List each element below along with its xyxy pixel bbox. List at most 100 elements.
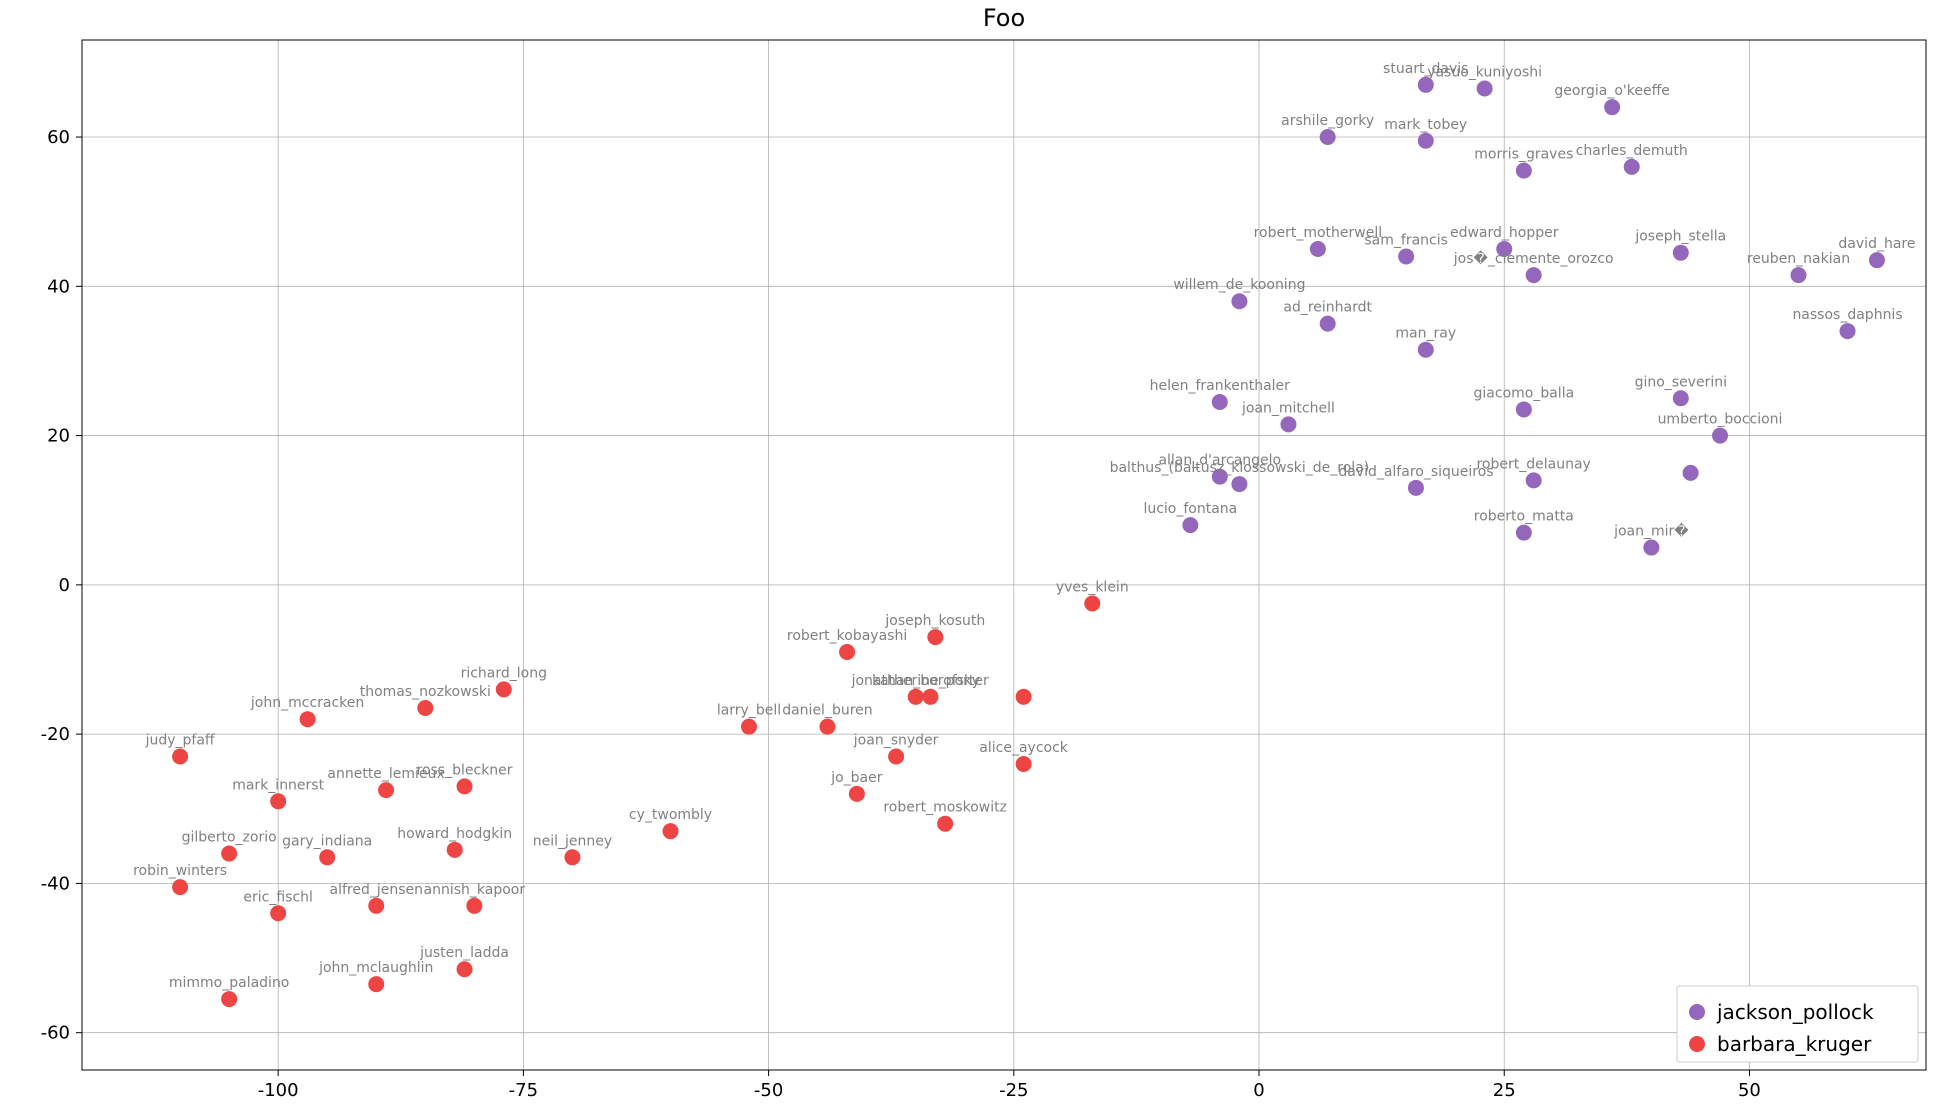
- data-point: [457, 778, 473, 794]
- data-point-label: roberto_matta: [1474, 509, 1574, 525]
- x-tick-label: -50: [754, 1080, 783, 1101]
- data-point: [1182, 517, 1198, 533]
- data-point-label: daniel_buren: [782, 703, 872, 719]
- data-point: [172, 879, 188, 895]
- data-point-label: gino_severini: [1635, 374, 1727, 390]
- scatter-chart: -100-75-50-2502550-60-40-200204060stuart…: [0, 0, 1952, 1115]
- data-point-label: alice_aycock: [979, 740, 1068, 756]
- data-point: [1516, 525, 1532, 541]
- data-point: [417, 700, 433, 716]
- data-point: [1418, 133, 1434, 149]
- data-point: [496, 681, 512, 697]
- data-point: [1016, 756, 1032, 772]
- data-point: [1712, 428, 1728, 444]
- data-point-label: mark_tobey: [1384, 117, 1467, 133]
- data-point: [466, 898, 482, 914]
- data-point: [1683, 465, 1699, 481]
- data-point-label: edward_hopper: [1450, 225, 1559, 241]
- data-point-label: joan_snyder: [853, 733, 939, 749]
- data-point: [1310, 241, 1326, 257]
- data-point-label: richard_long: [461, 665, 547, 681]
- data-point: [1320, 129, 1336, 145]
- data-point-label: giacomo_balla: [1474, 385, 1575, 401]
- data-point-label: joseph_kosuth: [884, 613, 985, 629]
- data-point: [1516, 163, 1532, 179]
- data-point: [1624, 159, 1640, 175]
- legend-label: barbara_kruger: [1717, 1032, 1872, 1056]
- data-point: [1673, 390, 1689, 406]
- data-point: [937, 816, 953, 832]
- data-point: [1398, 248, 1414, 264]
- data-point-label: mimmo_paladino: [169, 975, 290, 991]
- data-point-label: gary_indiana: [282, 833, 372, 849]
- data-point-label: yasuo_kuniyoshi: [1427, 65, 1542, 81]
- data-point-label: nassos_daphnis: [1792, 307, 1902, 323]
- data-point-label: eric_fischl: [243, 889, 313, 905]
- data-point: [1673, 245, 1689, 261]
- data-point-label: robert_moskowitz: [883, 800, 1007, 816]
- data-point: [378, 782, 394, 798]
- data-point-label: morris_graves: [1474, 147, 1573, 163]
- data-point-label: robert_motherwell: [1254, 225, 1383, 241]
- x-tick-label: -25: [999, 1080, 1028, 1101]
- data-point: [1016, 689, 1032, 705]
- data-point-label: mark_innerst: [232, 777, 324, 793]
- chart-title: Foo: [983, 4, 1025, 32]
- data-point-label: man_ray: [1395, 326, 1456, 342]
- data-point-label: judy_pfaff: [145, 733, 215, 749]
- data-point: [270, 793, 286, 809]
- data-point-label: ad_reinhardt: [1283, 300, 1372, 316]
- legend: jackson_pollockbarbara_kruger: [1677, 986, 1918, 1062]
- data-point: [1418, 342, 1434, 358]
- data-point: [1320, 316, 1336, 332]
- data-point-label: joan_mir�: [1613, 523, 1689, 540]
- legend-marker: [1689, 1036, 1705, 1052]
- data-point: [1084, 596, 1100, 612]
- data-point-label: balthus_(baltusz_klossowski_de_rola): [1110, 460, 1370, 476]
- x-tick-label: -100: [258, 1080, 299, 1101]
- data-point: [1643, 540, 1659, 556]
- legend-marker: [1689, 1004, 1705, 1020]
- data-point-label: joan_mitchell: [1241, 400, 1335, 416]
- data-point: [1790, 267, 1806, 283]
- data-point-label: helen_frankenthaler: [1150, 378, 1291, 394]
- data-point-label: alfred_jensen: [329, 882, 423, 898]
- data-point-label: robert_delaunay: [1476, 456, 1590, 472]
- data-point: [849, 786, 865, 802]
- data-point-label: jo_baer: [830, 770, 883, 786]
- data-point-label: sam_francis: [1364, 232, 1448, 248]
- data-point-label: umberto_boccioni: [1658, 412, 1783, 428]
- data-point: [1231, 476, 1247, 492]
- data-point: [1840, 323, 1856, 339]
- data-point: [447, 842, 463, 858]
- data-point: [300, 711, 316, 727]
- data-point-label: david_hare: [1838, 236, 1915, 252]
- data-point: [319, 849, 335, 865]
- data-point-label: joseph_stella: [1634, 229, 1726, 245]
- data-point: [888, 749, 904, 765]
- data-point-label: neil_jenney: [533, 833, 612, 849]
- data-point: [1604, 99, 1620, 115]
- data-point: [1477, 81, 1493, 97]
- data-point: [270, 905, 286, 921]
- data-point: [819, 719, 835, 735]
- data-point: [172, 749, 188, 765]
- data-point: [221, 846, 237, 862]
- data-point: [368, 976, 384, 992]
- data-point: [922, 689, 938, 705]
- data-point-label: reuben_nakian: [1747, 251, 1850, 267]
- data-point-label: howard_hodgkin: [397, 826, 512, 842]
- data-point: [1231, 293, 1247, 309]
- data-point-label: katherine_porter: [872, 673, 989, 689]
- chart-svg: -100-75-50-2502550-60-40-200204060stuart…: [0, 0, 1952, 1115]
- y-tick-label: -60: [41, 1023, 70, 1044]
- data-point: [1408, 480, 1424, 496]
- data-point-label: john_mccracken: [250, 695, 364, 711]
- data-point-label: gilberto_zorio: [182, 830, 277, 846]
- x-tick-label: -75: [509, 1080, 538, 1101]
- data-point: [368, 898, 384, 914]
- data-point-label: john_mclaughlin: [318, 960, 433, 976]
- data-point-label: cy_twombly: [629, 807, 712, 823]
- y-tick-label: 0: [59, 575, 70, 596]
- x-tick-label: 50: [1738, 1080, 1761, 1101]
